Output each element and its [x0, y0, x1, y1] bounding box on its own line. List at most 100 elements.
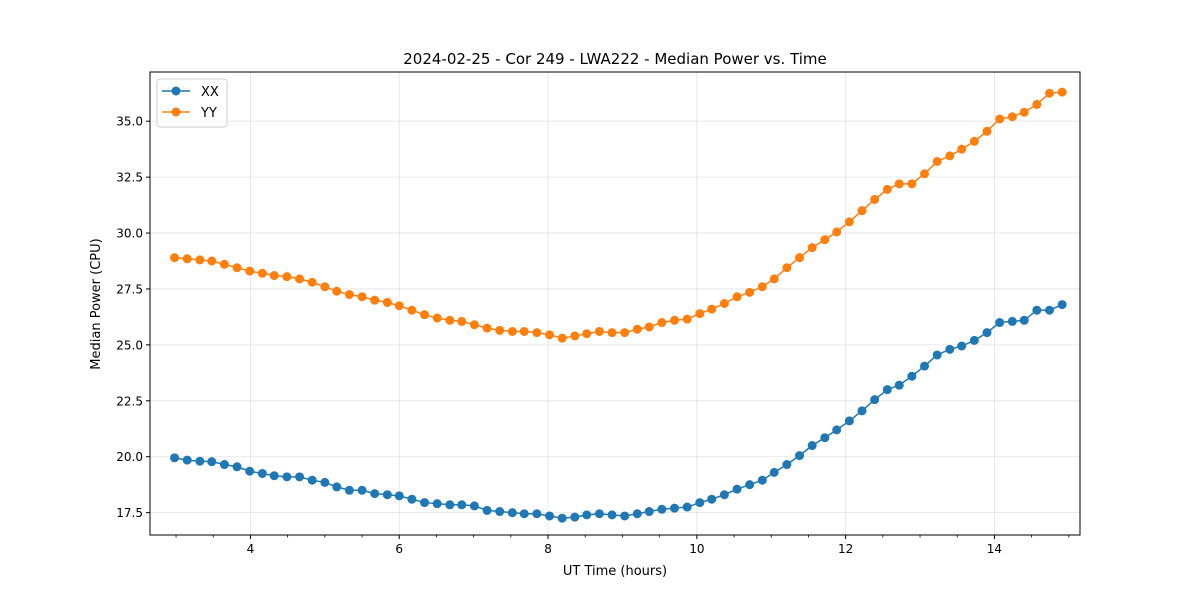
series-yy-point	[670, 315, 680, 325]
series-xx-point	[519, 509, 529, 519]
series-xx-point	[1057, 300, 1067, 310]
y-tick-label: 17.5	[116, 506, 143, 520]
series-yy-point	[682, 314, 692, 324]
series-yy-point	[982, 126, 992, 136]
series-xx-point	[857, 406, 867, 416]
series-xx-point	[1032, 305, 1042, 315]
y-tick-label: 35.0	[116, 115, 143, 129]
series-yy-point	[357, 292, 367, 302]
y-axis-label: Median Power (CPU)	[89, 238, 104, 369]
series-yy-point	[757, 282, 767, 292]
series-yy-point	[332, 286, 342, 296]
y-tick-label: 30.0	[116, 227, 143, 241]
series-yy	[170, 87, 1067, 343]
series-yy-point	[1007, 112, 1017, 122]
series-yy-point	[957, 144, 967, 154]
series-xx-point	[344, 485, 354, 495]
series-xx-point	[644, 507, 654, 517]
series-yy-point	[295, 274, 305, 284]
series-xx-point	[457, 500, 467, 510]
series-xx-point	[370, 489, 380, 499]
series-yy-point	[432, 313, 442, 323]
series-yy-point	[769, 274, 779, 284]
x-tick-label: 10	[689, 542, 704, 556]
legend-yy-marker	[171, 107, 181, 117]
series-xx-point	[870, 395, 880, 405]
series-xx-point	[545, 511, 555, 521]
series-yy-point	[570, 331, 580, 341]
plot-frame	[149, 71, 1081, 536]
series-yy-point	[344, 290, 354, 300]
series-xx-point	[844, 416, 854, 426]
series-yy-point	[594, 326, 604, 336]
series-xx-point	[219, 460, 229, 470]
series-yy-point	[894, 179, 904, 189]
series-yy-point	[945, 151, 955, 161]
series-xx-point	[670, 503, 680, 513]
series-xx-point	[894, 380, 904, 390]
series-yy-point	[420, 310, 430, 320]
series-yy-point	[832, 227, 842, 237]
series-yy-point	[407, 305, 417, 315]
series-yy-point	[707, 304, 717, 314]
series-yy-point	[195, 255, 205, 265]
series-yy-point	[532, 328, 542, 338]
series-xx-point	[682, 502, 692, 512]
series-yy-point	[820, 235, 830, 245]
series-xx-point	[982, 328, 992, 338]
legend-xx-label: XX	[201, 85, 219, 100]
series-xx-point	[495, 507, 505, 517]
series-xx-point	[920, 361, 930, 371]
series-yy-point	[219, 259, 229, 269]
series-xx-point	[469, 501, 479, 511]
series-yy-point	[182, 254, 192, 264]
series-yy-point	[207, 256, 217, 266]
legend-xx-marker	[171, 86, 181, 96]
series-xx-point	[507, 508, 517, 518]
series-yy-point	[394, 301, 404, 311]
x-axis-label: UT Time (hours)	[563, 564, 667, 579]
series-xx-point	[182, 455, 192, 465]
series-yy-point	[495, 325, 505, 335]
series-yy-point	[995, 114, 1005, 124]
series-yy-point	[1057, 87, 1067, 97]
series-xx-point	[807, 441, 817, 451]
series-xx-point	[357, 485, 367, 495]
series-yy-point	[257, 268, 267, 278]
series-yy-point	[644, 322, 654, 332]
series-yy-point	[1019, 107, 1029, 117]
series-yy-point	[732, 292, 742, 302]
series-xx-point	[957, 341, 967, 351]
series-yy-point	[632, 324, 642, 334]
series-yy-point	[370, 295, 380, 305]
series-yy-point	[382, 297, 392, 307]
series-xx-point	[882, 385, 892, 395]
series-yy-point	[170, 253, 180, 263]
series-xx-point	[407, 494, 417, 504]
y-tick-label: 20.0	[116, 450, 143, 464]
legend-yy-label: YY	[200, 106, 217, 121]
series-yy-point	[607, 328, 617, 338]
series-yy-point	[719, 299, 729, 308]
series-xx-point	[632, 509, 642, 519]
y-tick-label: 32.5	[116, 171, 143, 185]
series-yy-point	[232, 263, 242, 273]
series-yy-point	[857, 206, 867, 216]
series-yy-point	[795, 253, 805, 263]
series-xx-point	[945, 344, 955, 354]
series-xx	[170, 300, 1067, 523]
series-yy-point	[807, 243, 817, 253]
series-yy-point	[695, 309, 705, 319]
series-xx-point	[269, 471, 279, 481]
x-tick-label: 14	[987, 542, 1002, 556]
y-tick-label: 27.5	[116, 282, 143, 296]
series-xx-point	[570, 512, 580, 522]
series-yy-point	[1044, 88, 1054, 98]
series-xx-point	[332, 482, 342, 492]
series-xx-point	[257, 468, 267, 478]
series-xx-point	[795, 451, 805, 461]
series-xx-point	[320, 477, 330, 487]
series-yy-point	[545, 330, 555, 340]
series-xx-point	[557, 513, 567, 523]
